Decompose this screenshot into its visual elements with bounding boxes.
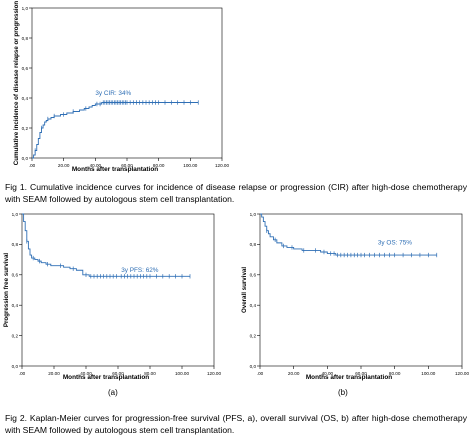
- y-tick-label: 0,4: [12, 303, 19, 308]
- x-tick-label: 100.00: [175, 371, 189, 376]
- x-tick-label: .00: [29, 163, 36, 168]
- y-tick-label: 0,8: [22, 36, 29, 41]
- y-tick-label: 0,6: [250, 273, 257, 278]
- cir-chart: 0,0 0,2 0,4 0,6 0,8 1,0 .00 20.00 40.00 60.00 80.0…: [13, 1, 229, 173]
- pfs-chart: 0,0 0,2 0,4 0,6 0,8 1,0 .00 20.00 40.00 60.00 80.0…: [3, 212, 221, 381]
- x-axis-label: Months after transplantation: [72, 166, 158, 173]
- y-tick-label: 0,0: [12, 364, 19, 369]
- y-tick-label: 1,0: [12, 212, 19, 217]
- x-tick-label: 80.00: [389, 371, 401, 376]
- x-tick-label: 80.00: [153, 163, 165, 168]
- x-axis-label: Months after transplantation: [63, 374, 149, 381]
- y-axis-label: Cumulative incidence of disease relapse …: [13, 1, 20, 166]
- os-chart: 0,0 0,2 0,4 0,6 0,8 1,0 .00 20.00 40.00 60.00 80.0…: [241, 212, 469, 381]
- y-tick-label: 0,4: [22, 96, 29, 101]
- x-tick-label: 20.00: [48, 371, 60, 376]
- y-tick-label: 0,2: [22, 126, 29, 131]
- y-tick-label: 0,4: [250, 303, 257, 308]
- x-tick-label: .00: [257, 371, 264, 376]
- x-tick-label: 100.00: [183, 163, 197, 168]
- y-tick-label: 0,8: [12, 242, 19, 247]
- x-tick-label: 120.00: [455, 371, 469, 376]
- y-tick-label: 1,0: [250, 212, 257, 217]
- x-tick-label: 20.00: [288, 371, 300, 376]
- panel-label-b: (b): [338, 388, 348, 397]
- x-tick-label: 60.00: [112, 371, 124, 376]
- curve-annotation: 3y OS: 75%: [378, 239, 412, 246]
- x-axis-label: Months after transplantation: [306, 374, 392, 381]
- figure-1-caption: Fig 1. Cumulative incidence curves for i…: [5, 182, 467, 204]
- y-tick-label: 0,0: [22, 156, 29, 161]
- x-tick-label: 60.00: [355, 371, 367, 376]
- survival-curve: [260, 213, 437, 256]
- x-tick-label: 20.00: [58, 163, 70, 168]
- x-tick-label: 40.00: [90, 163, 102, 168]
- plot-frame: [21, 213, 215, 367]
- y-tick-label: 0,6: [12, 273, 19, 278]
- y-axis-label: Overall survival: [241, 267, 248, 313]
- y-tick-label: 0,0: [250, 364, 257, 369]
- y-tick-label: 0,6: [22, 66, 29, 71]
- x-tick-label: 100.00: [421, 371, 435, 376]
- figure-2-caption: Fig 2. Kaplan-Meier curves for progressi…: [5, 413, 467, 435]
- x-tick-label: 120.00: [207, 371, 221, 376]
- plot-frame: [31, 7, 223, 159]
- x-tick-label: 120.00: [215, 163, 229, 168]
- y-tick-label: 0,2: [250, 333, 257, 338]
- survival-curve: [32, 102, 199, 159]
- curve-annotation: 3y CIR: 34%: [95, 90, 131, 97]
- curve-annotation: 3y PFS: 62%: [121, 267, 159, 274]
- panel-label-a: (a): [108, 388, 118, 397]
- y-tick-label: 0,2: [12, 333, 19, 338]
- x-tick-label: 40.00: [322, 371, 334, 376]
- x-tick-label: 60.00: [121, 163, 133, 168]
- plot-frame: [259, 213, 463, 367]
- x-tick-label: 40.00: [80, 371, 92, 376]
- y-axis-label: Progression free survival: [3, 253, 10, 328]
- y-tick-label: 0,8: [250, 242, 257, 247]
- x-tick-label: .00: [19, 371, 26, 376]
- y-tick-label: 1,0: [22, 6, 29, 11]
- x-tick-label: 80.00: [144, 371, 156, 376]
- survival-curve: [22, 213, 190, 277]
